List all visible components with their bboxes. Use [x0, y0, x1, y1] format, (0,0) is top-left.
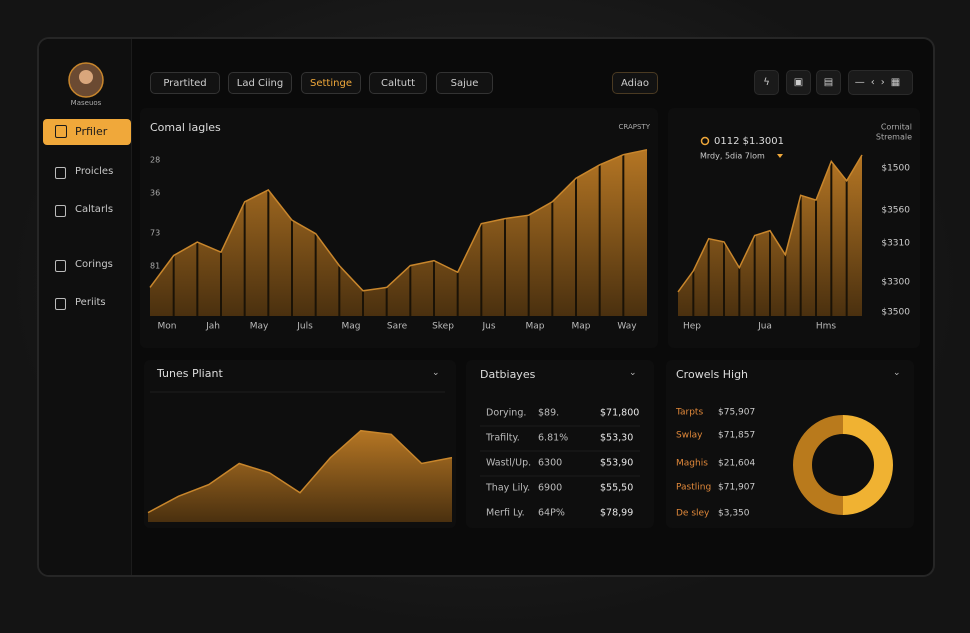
axis-label: 36: [150, 189, 160, 198]
table-cell: Thay Lily.: [485, 483, 530, 494]
x-label: Mon: [158, 322, 177, 332]
toolbar-icon-group[interactable]: —‹›▦: [848, 70, 913, 95]
x-label: Skep: [432, 322, 454, 332]
growth-cell: $71,907: [718, 483, 755, 493]
axis-label: $1500: [881, 164, 910, 174]
toolbar-tab[interactable]: Sajue: [436, 72, 493, 94]
x-label: Jus: [481, 322, 495, 332]
table-cell: $71,800: [600, 408, 639, 419]
table-cell: 6300: [538, 458, 562, 469]
panel-title: Datbiayes: [480, 368, 536, 381]
chart-tag: CRAPSTY: [619, 123, 651, 131]
growth-cell: $71,857: [718, 431, 755, 441]
table-cell: Trafilty.: [485, 433, 520, 444]
toolbar-icon[interactable]: ϟ: [754, 70, 779, 95]
x-label: Way: [617, 322, 637, 332]
growth-cell: $3,350: [718, 509, 750, 519]
x-label: May: [250, 322, 269, 332]
axis-label: $3560: [881, 206, 910, 216]
table-cell: 64P%: [538, 508, 565, 519]
area-line: [149, 148, 648, 292]
x-label: Hep: [683, 322, 701, 332]
table-panel: [466, 360, 654, 528]
sidebar-icon: [55, 205, 66, 217]
toolbar-icon[interactable]: ▣: [786, 70, 811, 95]
legend-dot: [700, 136, 710, 146]
toolbar-tab[interactable]: Lad Ciing: [228, 72, 292, 94]
donut-segment: [793, 415, 844, 515]
x-label: Mag: [342, 322, 361, 332]
chart-title: Comal lagles: [150, 121, 221, 134]
dropdown-chevron[interactable]: ⌄: [629, 368, 637, 378]
sidebar-item[interactable]: Periits: [75, 297, 106, 308]
legend-label: 0112 $1.3001: [714, 136, 784, 147]
sidebar-item[interactable]: Caltarls: [75, 204, 114, 215]
axis-label: 28: [150, 156, 160, 165]
x-label: Jua: [757, 322, 772, 332]
filter-label: Mrdy, 5dia 7lom: [700, 152, 765, 161]
x-label: Juls: [296, 322, 313, 332]
table-cell: Merfi Ly.: [486, 508, 525, 519]
growth-cell: $75,907: [718, 408, 755, 418]
sidebar-icon: [55, 260, 66, 272]
dropdown-chevron[interactable]: ⌄: [893, 368, 901, 378]
avatar-face: [79, 70, 93, 84]
table-cell: 6900: [538, 483, 562, 494]
table-cell: $55,50: [600, 483, 633, 494]
sidebar-icon: [55, 167, 66, 179]
filter-caret: [777, 154, 783, 158]
axis-label: $3500: [881, 308, 910, 318]
area-fill: [150, 149, 647, 316]
toolbar-tab[interactable]: Settinge: [301, 72, 361, 94]
table-cell: 6.81%: [538, 433, 568, 444]
x-label: Map: [526, 322, 545, 332]
axis-label: $3300: [881, 278, 910, 288]
x-label: Jah: [205, 322, 220, 332]
table-cell: Wastl/Up.: [486, 458, 531, 469]
table-cell: $53,30: [600, 433, 633, 444]
sidebar-item[interactable]: Corings: [75, 259, 113, 270]
panel-title: Crowels High: [676, 368, 748, 381]
sidebar-item-active[interactable]: Prfiler: [43, 119, 131, 145]
panel-title: Tunes Pliant: [156, 367, 223, 380]
axis-label: 73: [150, 229, 160, 238]
sidebar-icon: [55, 125, 67, 138]
toolbar-icon[interactable]: ▤: [816, 70, 841, 95]
area-line: [147, 429, 453, 514]
table-cell: $78,99: [600, 508, 633, 519]
sidebar-item[interactable]: Proicles: [75, 166, 114, 177]
chart-header: Stremale: [876, 133, 912, 142]
growth-cell: Tarpts: [675, 408, 703, 418]
toolbar-tab[interactable]: Caltutt: [369, 72, 427, 94]
user-name: Maseuos: [71, 99, 102, 107]
x-label: Map: [572, 322, 591, 332]
growth-cell: $21,604: [718, 459, 755, 469]
donut-segment: [842, 415, 893, 515]
growth-cell: De sley: [676, 509, 710, 519]
sidebar-icon: [55, 298, 66, 310]
table-cell: $53,90: [600, 458, 633, 469]
chart-header: Cornital: [881, 123, 912, 132]
area-fill: [148, 430, 452, 522]
area-line: [677, 154, 863, 293]
x-label: Sare: [387, 322, 408, 332]
axis-label: $3310: [881, 239, 910, 249]
table-cell: $89.: [538, 408, 559, 419]
growth-cell: Swlay: [676, 431, 703, 441]
toolbar-tab[interactable]: Prartited: [150, 72, 220, 94]
axis-label: 81: [150, 262, 160, 271]
growth-cell: Pastling: [676, 483, 711, 493]
action-button[interactable]: Adiao: [612, 72, 658, 94]
x-label: Hms: [816, 322, 837, 332]
table-cell: Dorying.: [486, 408, 526, 419]
dropdown-chevron[interactable]: ⌄: [432, 368, 440, 378]
growth-cell: Maghis: [676, 459, 708, 469]
